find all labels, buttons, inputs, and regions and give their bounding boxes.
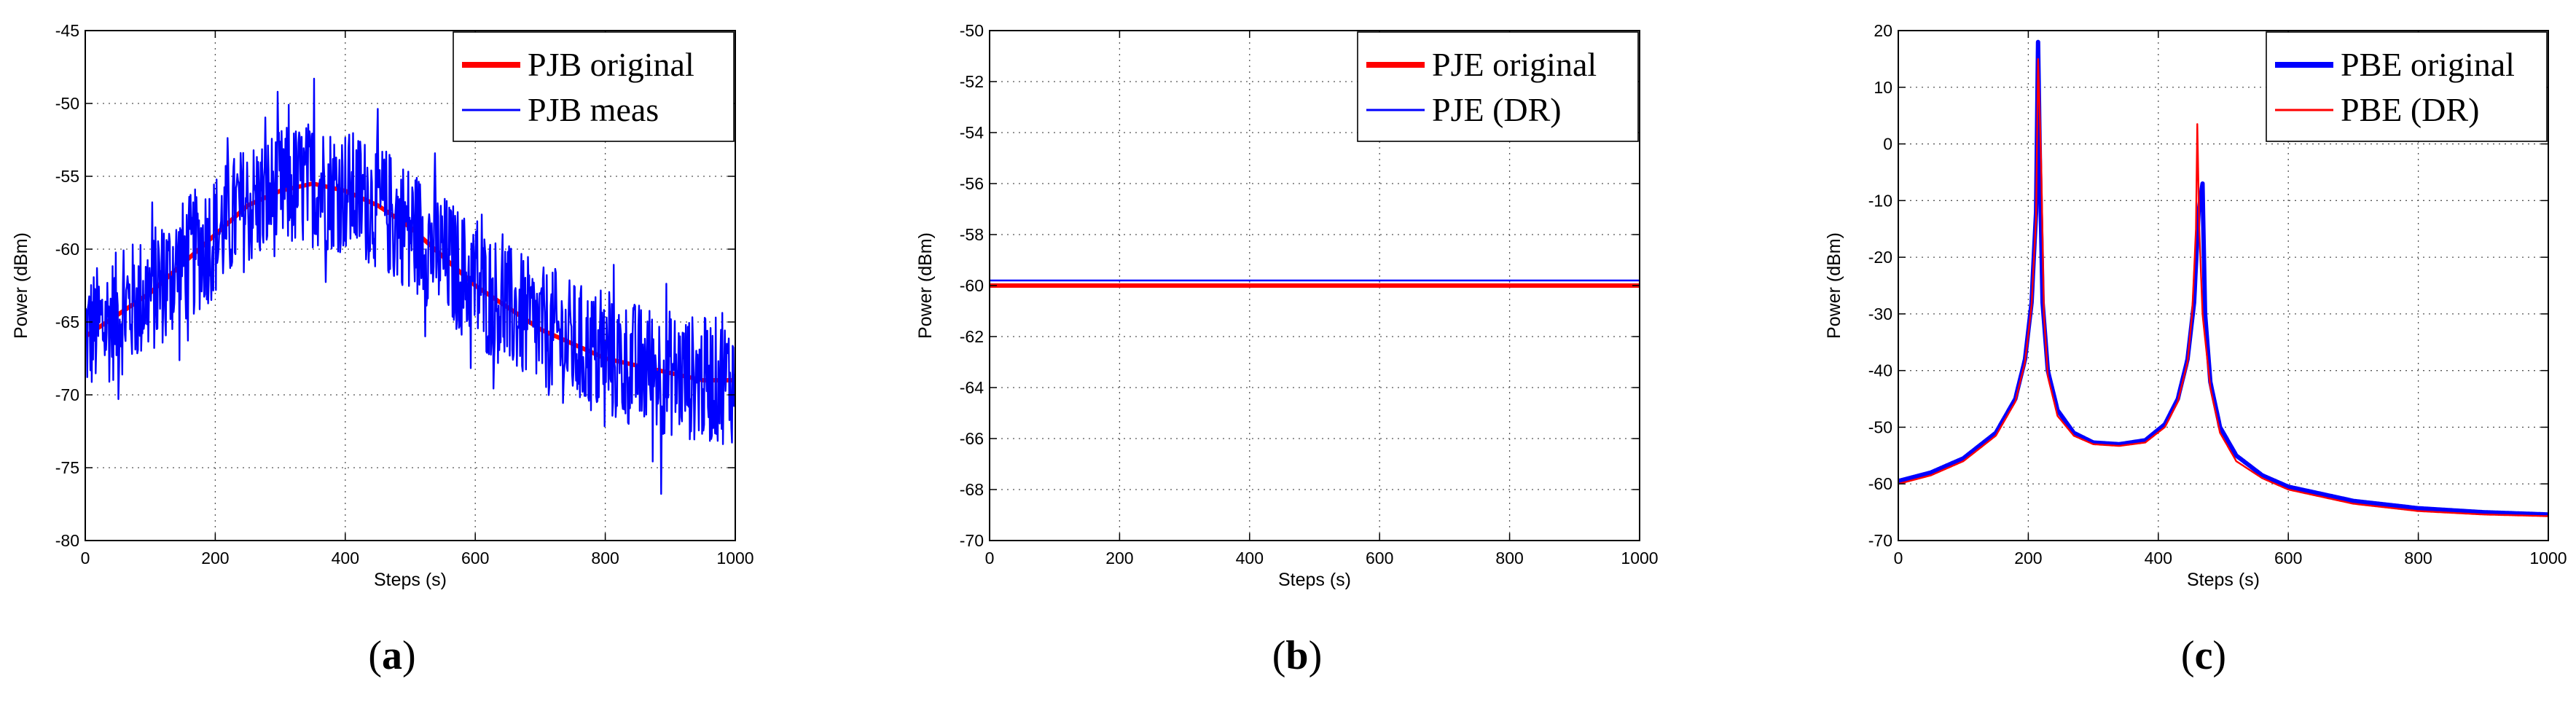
y-axis-label: Power (dBm) [11,232,31,339]
x-tick-label: 400 [332,549,359,567]
y-tick-label: -50 [1868,417,1892,436]
x-tick-label: 0 [985,549,995,567]
y-tick-label: -62 [960,327,984,346]
y-tick-label: -60 [960,276,984,295]
x-tick-label: 1000 [1621,549,1658,567]
series-line-pbe-dr- [1898,58,2548,517]
series-line-pjb-meas [85,77,735,495]
y-axis-label: Power (dBm) [1824,232,1844,339]
series-line-pbe-original [1898,39,2548,517]
x-tick-label: 200 [2014,549,2042,567]
y-tick-label: -50 [55,94,79,113]
legend-entry: PJB original [528,46,694,83]
y-tick-label: -50 [960,21,984,40]
y-tick-label: -30 [1868,305,1892,323]
y-tick-label: -70 [1868,531,1892,550]
x-tick-label: 400 [2145,549,2172,567]
x-tick-label: 600 [2274,549,2302,567]
x-tick-label: 200 [1105,549,1133,567]
legend: PJE original PJE (DR) [1357,31,1639,142]
y-tick-label: 10 [1874,78,1892,97]
x-tick-label: 600 [461,549,489,567]
y-tick-label: -52 [960,72,984,91]
y-tick-label: -56 [960,174,984,193]
legend-box [1357,31,1639,142]
y-tick-label: -55 [55,167,79,186]
y-tick-label: -10 [1868,191,1892,210]
legend-entry: PJE original [1432,46,1597,83]
y-tick-label: -80 [55,531,79,550]
y-tick-label: 0 [1883,135,1892,154]
y-tick-label: -64 [960,378,984,397]
y-tick-label: -66 [960,429,984,448]
x-tick-label: 800 [2404,549,2432,567]
x-tick-label: 0 [1894,549,1903,567]
x-tick-label: 1000 [716,549,753,567]
y-tick-label: -60 [55,240,79,259]
subfigure-label: (b) [1272,633,1322,678]
plot-area [1898,39,2548,517]
legend-entry: PBE (DR) [2341,91,2479,128]
y-tick-label: -45 [55,21,79,40]
y-axis-label: Power (dBm) [915,232,936,339]
legend-entry: PJB meas [528,91,659,128]
y-tick-label: -40 [1868,361,1892,380]
x-tick-label: 400 [1236,549,1264,567]
plot-area [85,77,735,495]
y-tick-label: -54 [960,123,984,142]
x-axis-label: Steps (s) [374,570,447,590]
x-tick-label: 800 [591,549,619,567]
chart-panel-3: 0 200 400 600 800 1000 -70 -60 -50 -40 -30 -20 -10 0 1… [1824,21,2567,678]
y-tick-label: -20 [1868,248,1892,267]
legend: PJB original PJB meas [453,31,735,142]
y-tick-label: -60 [1868,474,1892,493]
y-tick-label: -70 [960,531,984,550]
legend-entry: PJE (DR) [1432,91,1562,128]
x-tick-label: 200 [201,549,229,567]
y-tick-label: -70 [55,385,79,404]
subfigure-label: (c) [2181,633,2226,678]
legend-entry: PBE original [2341,46,2515,83]
subfigure-label: (a) [368,633,415,678]
legend: PBE original PBE (DR) [2266,31,2548,142]
x-tick-label: 600 [1366,549,1393,567]
legend-box [2266,31,2548,142]
y-tick-label: -58 [960,225,984,244]
chart-panel-2: 0 200 400 600 800 1000 -70 -68 -66 -64 -62 -60 -58 -5… [915,21,1659,678]
legend-box [453,31,735,142]
y-tick-label: 20 [1874,21,1892,40]
x-tick-label: 800 [1495,549,1523,567]
x-axis-label: Steps (s) [2187,570,2260,590]
y-tick-label: -65 [55,313,79,331]
x-axis-label: Steps (s) [1278,570,1351,590]
axes-box [1898,30,2549,541]
x-tick-label: 0 [81,549,90,567]
chart-panel-1: 0 200 400 600 800 1000 -80 -75 -70 -65 -60 -55 -50 -4… [11,21,754,678]
plot-area [990,279,1640,288]
axes-box [85,30,736,541]
y-tick-label: -68 [960,480,984,499]
y-tick-label: -75 [55,458,79,477]
x-tick-label: 1000 [2529,549,2567,567]
